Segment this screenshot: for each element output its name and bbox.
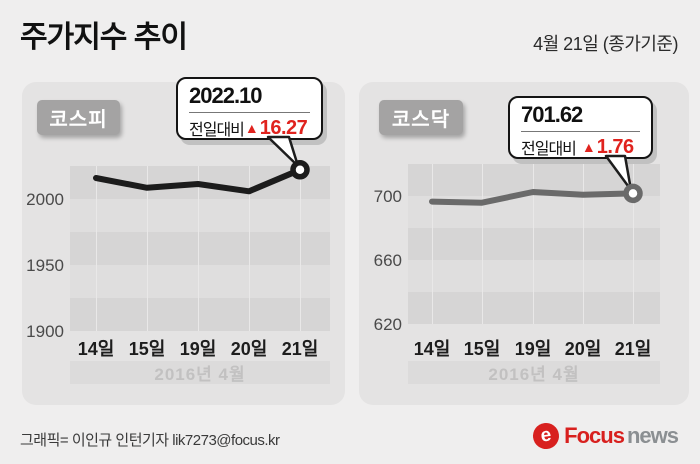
gridline	[432, 164, 433, 324]
gridline	[249, 166, 250, 331]
kosdaq-close-value: 701.62	[521, 102, 640, 132]
chart-stripe	[408, 292, 660, 324]
x-tick-label: 20일	[230, 339, 268, 359]
kosdaq-period-label: 2016년 4월	[408, 361, 660, 384]
gridline	[482, 164, 483, 324]
gridline	[533, 164, 534, 324]
date-label: 4월 21일 (종가기준)	[533, 34, 678, 54]
x-tick-label: 14일	[413, 339, 451, 359]
chart-stripe	[70, 265, 330, 298]
x-tick-label: 19일	[514, 339, 552, 359]
chart-stripe	[408, 228, 660, 260]
kosdaq-change-label: 전일대비	[521, 141, 577, 158]
x-tick-label: 14일	[77, 339, 115, 359]
y-tick-label: 1950	[26, 256, 64, 275]
gridline	[300, 166, 301, 331]
kospi-change-label: 전일대비	[189, 122, 245, 139]
chart-stripe	[70, 298, 330, 331]
kospi-badge: 코스피	[37, 100, 120, 135]
gridline	[583, 164, 584, 324]
kosdaq-change-value: 1.76	[596, 135, 634, 158]
y-tick-label: 1900	[26, 322, 64, 341]
kospi-callout: 2022.10 전일대비 ▲ 16.27	[176, 77, 323, 140]
gridline	[633, 164, 634, 324]
chart-stripe	[70, 199, 330, 232]
y-tick-label: 620	[373, 315, 402, 334]
up-triangle-icon: ▲	[244, 120, 259, 136]
chart-stripe	[408, 164, 660, 196]
focus-news-icon: e	[531, 421, 561, 451]
chart-stripe	[408, 196, 660, 228]
x-tick-label: 15일	[128, 339, 166, 359]
chart-stripe	[70, 166, 330, 199]
credit-line: 그래픽= 이인규 인턴기자 lik7273@focus.kr	[20, 432, 280, 449]
y-tick-label: 2000	[26, 190, 64, 209]
kospi-change-value: 16.27	[259, 116, 308, 139]
x-tick-label: 21일	[614, 339, 652, 359]
chart-stripe	[70, 232, 330, 265]
focus-news-logo: e Focus news	[531, 421, 679, 451]
kospi-close-value: 2022.10	[189, 83, 310, 113]
page-title: 주가지수 추이	[20, 21, 188, 54]
x-tick-label: 15일	[463, 339, 501, 359]
gridline	[96, 166, 97, 331]
y-tick-label: 700	[373, 187, 402, 206]
x-tick-label: 20일	[564, 339, 602, 359]
kosdaq-callout: 701.62 전일대비 ▲ 1.76	[508, 96, 653, 159]
gridline	[198, 166, 199, 331]
y-tick-label: 660	[373, 251, 402, 270]
gridline	[147, 166, 148, 331]
chart-stripe	[408, 260, 660, 292]
kospi-period-label: 2016년 4월	[70, 361, 330, 384]
x-tick-label: 21일	[281, 339, 319, 359]
kosdaq-badge: 코스닥	[379, 100, 463, 135]
logo-text-focus: Focus	[564, 423, 625, 448]
x-tick-label: 19일	[179, 339, 217, 359]
up-triangle-icon: ▲	[581, 139, 596, 155]
logo-text-news: news	[626, 423, 679, 448]
